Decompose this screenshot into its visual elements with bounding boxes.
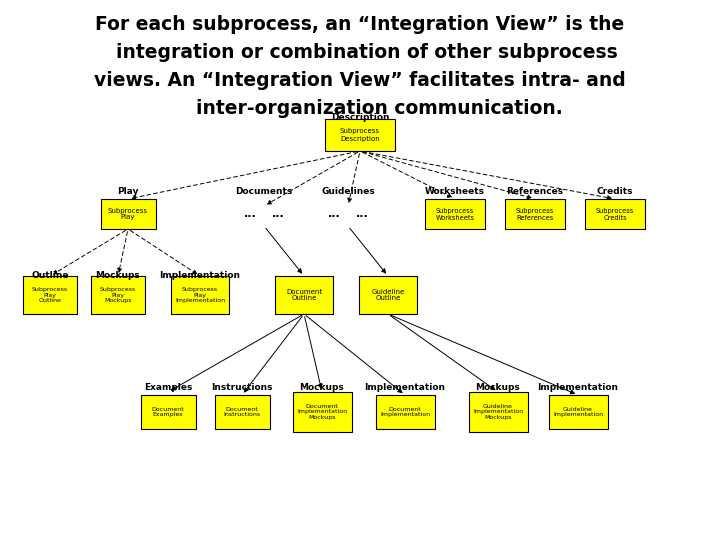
Text: Implementation: Implementation: [364, 382, 446, 392]
FancyBboxPatch shape: [23, 276, 77, 314]
FancyBboxPatch shape: [325, 119, 395, 151]
Text: ...: ...: [271, 209, 284, 219]
FancyBboxPatch shape: [91, 276, 145, 314]
Text: Subprocess
References: Subprocess References: [516, 207, 554, 220]
FancyBboxPatch shape: [140, 395, 196, 429]
Text: Guidelines: Guidelines: [321, 187, 375, 197]
Text: ...: ...: [243, 209, 256, 219]
Text: Subprocess
Play: Subprocess Play: [108, 207, 148, 220]
FancyBboxPatch shape: [549, 395, 608, 429]
Text: Play: Play: [117, 187, 139, 197]
Text: Documents: Documents: [235, 187, 292, 197]
Text: ...: ...: [328, 209, 341, 219]
FancyBboxPatch shape: [101, 199, 156, 229]
Text: views. An “Integration View” facilitates intra- and: views. An “Integration View” facilitates…: [94, 71, 626, 90]
FancyBboxPatch shape: [376, 395, 434, 429]
Text: Guideline
Implementation: Guideline Implementation: [553, 407, 603, 417]
FancyBboxPatch shape: [171, 276, 229, 314]
FancyBboxPatch shape: [425, 199, 485, 229]
Text: Credits: Credits: [597, 187, 634, 197]
Text: inter-organization communication.: inter-organization communication.: [157, 99, 563, 118]
Text: Implementation: Implementation: [160, 271, 240, 280]
Text: For each subprocess, an “Integration View” is the: For each subprocess, an “Integration Vie…: [95, 15, 625, 34]
Text: ...: ...: [356, 209, 369, 219]
Text: Subprocess
Worksheets: Subprocess Worksheets: [436, 207, 474, 220]
FancyBboxPatch shape: [585, 199, 645, 229]
Text: Subprocess
Play
Mockups: Subprocess Play Mockups: [100, 287, 136, 303]
Text: Document
Implementation: Document Implementation: [380, 407, 430, 417]
FancyBboxPatch shape: [505, 199, 565, 229]
Text: Mockups: Mockups: [300, 382, 344, 392]
Text: Implementation: Implementation: [538, 382, 618, 392]
Text: integration or combination of other subprocess: integration or combination of other subp…: [103, 43, 617, 62]
Text: Document
Examples: Document Examples: [152, 407, 184, 417]
FancyBboxPatch shape: [292, 392, 351, 432]
Text: References: References: [506, 187, 564, 197]
Text: Document
Implementation
Mockups: Document Implementation Mockups: [297, 404, 347, 420]
Text: Subprocess
Play
Implementation: Subprocess Play Implementation: [175, 287, 225, 303]
Text: Subprocess
Credits: Subprocess Credits: [596, 207, 634, 220]
FancyBboxPatch shape: [215, 395, 269, 429]
Text: Description: Description: [330, 112, 390, 122]
Text: Document
Outline: Document Outline: [286, 288, 322, 301]
Text: Instructions: Instructions: [211, 382, 273, 392]
Text: Subprocess
Description: Subprocess Description: [340, 129, 380, 141]
Text: Mockups: Mockups: [96, 271, 140, 280]
FancyBboxPatch shape: [275, 276, 333, 314]
Text: Worksheets: Worksheets: [425, 187, 485, 197]
Text: Document
Instructions: Document Instructions: [223, 407, 261, 417]
Text: Subprocess
Play
Outline: Subprocess Play Outline: [32, 287, 68, 303]
FancyBboxPatch shape: [469, 392, 528, 432]
Text: Guideline
Implementation
Mockups: Guideline Implementation Mockups: [473, 404, 523, 420]
Text: Guideline
Outline: Guideline Outline: [372, 288, 405, 301]
Text: Mockups: Mockups: [476, 382, 521, 392]
Text: Examples: Examples: [144, 382, 192, 392]
FancyBboxPatch shape: [359, 276, 417, 314]
Text: Outline: Outline: [31, 271, 68, 280]
